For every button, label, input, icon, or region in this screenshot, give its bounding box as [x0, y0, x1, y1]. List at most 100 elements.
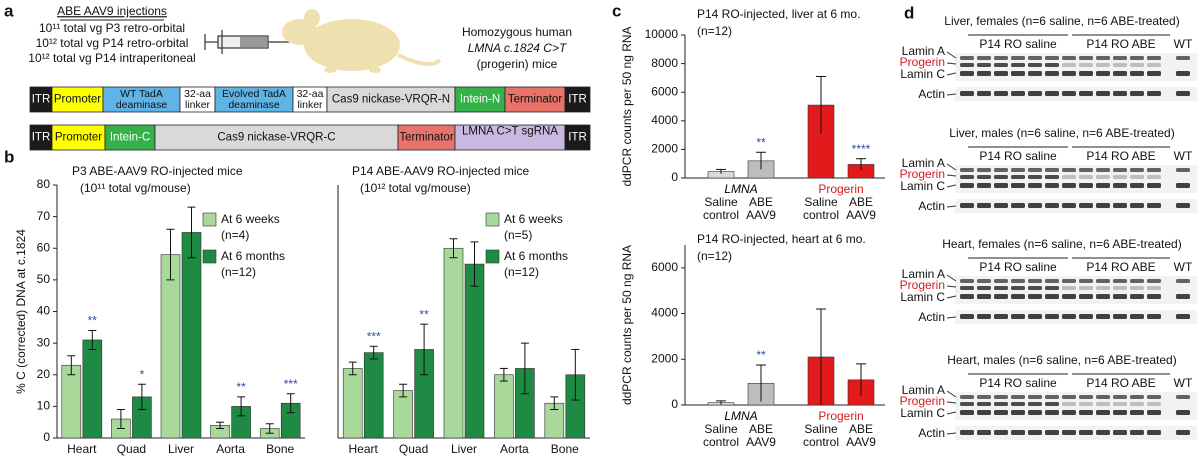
blot-band [1096, 395, 1110, 399]
group-label: Progerin [818, 182, 863, 196]
blot-band [1028, 430, 1042, 435]
x-tick-label: AAV9 [746, 208, 776, 222]
blot-band [1011, 402, 1025, 406]
blot-band [1096, 203, 1110, 208]
construct-label: ITR [568, 94, 587, 106]
group-label: Progerin [818, 409, 863, 423]
band-label: Progerin [900, 278, 945, 292]
lane-group: WT [1174, 149, 1193, 163]
construct-element [454, 86, 506, 113]
blot-band [1011, 314, 1025, 319]
construct-label: Promoter [54, 94, 101, 106]
band-arrow [946, 184, 957, 188]
blot-band [994, 279, 1008, 283]
error-bar [399, 383, 408, 398]
blot-band [994, 203, 1008, 208]
y-tick-label: 20 [37, 367, 51, 381]
y-tick-label: 2000 [651, 142, 678, 156]
bar [181, 232, 202, 439]
x-tick-label: Heart [67, 442, 97, 456]
construct-element [397, 124, 456, 151]
x-tick-label: ABE [849, 422, 873, 436]
error-bar [67, 355, 76, 376]
chart-subtitle: (n=12) [697, 249, 732, 263]
blot-band [1147, 430, 1161, 435]
blot-band [1113, 56, 1127, 60]
construct-element [214, 86, 294, 113]
blot-band [1147, 91, 1161, 96]
blot-band [1045, 430, 1059, 435]
error-bar [499, 367, 508, 382]
significance: *** [367, 329, 381, 343]
x-tick-label: Bone [266, 442, 294, 456]
blot-band [1062, 402, 1076, 406]
blot-band [1079, 71, 1093, 76]
chart-title: P14 RO-injected, liver at 6 mo. [697, 7, 860, 21]
blot-band [1176, 91, 1190, 96]
band-arrow [946, 432, 957, 435]
legend-n: (n=4) [221, 228, 249, 242]
blot-band [1028, 175, 1042, 179]
legend-swatch [202, 249, 217, 264]
blot-band [994, 63, 1008, 67]
construct-label: LMNA C>T sgRNA [462, 126, 558, 138]
y-axis-label: % C (corrected) DNA at c.1824 [14, 229, 28, 394]
blot-band [1176, 279, 1190, 283]
x-tick-label: Quad [399, 442, 428, 456]
construct-label: 32-aa [297, 88, 324, 100]
error-bar [137, 383, 146, 411]
band-arrow [946, 411, 957, 415]
blot-band [960, 175, 974, 179]
bar [160, 254, 181, 439]
injection-route: 10¹² total vg P14 retro-orbital [36, 36, 189, 50]
blot-band [1113, 294, 1127, 299]
error-bar [237, 396, 246, 417]
x-tick-label: control [803, 208, 839, 222]
error-bar [187, 206, 196, 259]
blot-band [1045, 203, 1059, 208]
band-arrow [946, 390, 957, 398]
blot-band [1147, 168, 1161, 172]
blot-band [994, 314, 1008, 319]
blot-band [1045, 294, 1059, 299]
x-tick-label: Aorta [500, 442, 529, 456]
blot-band [1079, 183, 1093, 188]
blot-band [1079, 203, 1093, 208]
band-label: Lamin A [902, 44, 945, 58]
construct-label: Intein-C [110, 132, 150, 144]
band-label: Lamin C [900, 406, 945, 420]
blot-band [1176, 183, 1190, 188]
band-arrow [946, 316, 957, 319]
blot-band [1079, 314, 1093, 319]
blot-band [1147, 183, 1161, 188]
band-arrow [946, 72, 957, 76]
significance: * [140, 367, 145, 381]
blot-band [960, 56, 974, 60]
legend-label: At 6 months [221, 249, 285, 263]
lane-group: P14 RO ABE [1086, 37, 1155, 51]
construct-label: WT TadA [120, 88, 163, 100]
lane-group: P14 RO saline [979, 260, 1057, 274]
blot-band [1176, 71, 1190, 76]
bar [61, 364, 82, 439]
mouse-model: Homozygous human [462, 25, 572, 39]
blot-band [1096, 286, 1110, 290]
blot-band [1113, 183, 1127, 188]
blot-band [1062, 183, 1076, 188]
x-tick-label: Quad [117, 442, 146, 456]
chart-subtitle: (10¹² total vg/mouse) [360, 181, 471, 195]
band-label: Actin [918, 87, 945, 101]
construct-label: Intein-N [460, 94, 500, 106]
blot-band [994, 294, 1008, 299]
blot-band [1011, 430, 1025, 435]
mouse-model: (progerin) mice [477, 57, 558, 71]
blot-band [1062, 71, 1076, 76]
blot-band [1045, 314, 1059, 319]
blot-band [977, 71, 991, 76]
blot-band [1147, 203, 1161, 208]
blot-band [1045, 63, 1059, 67]
blot-band [1096, 63, 1110, 67]
x-tick-label: Bone [551, 442, 579, 456]
blot-band [1096, 279, 1110, 283]
